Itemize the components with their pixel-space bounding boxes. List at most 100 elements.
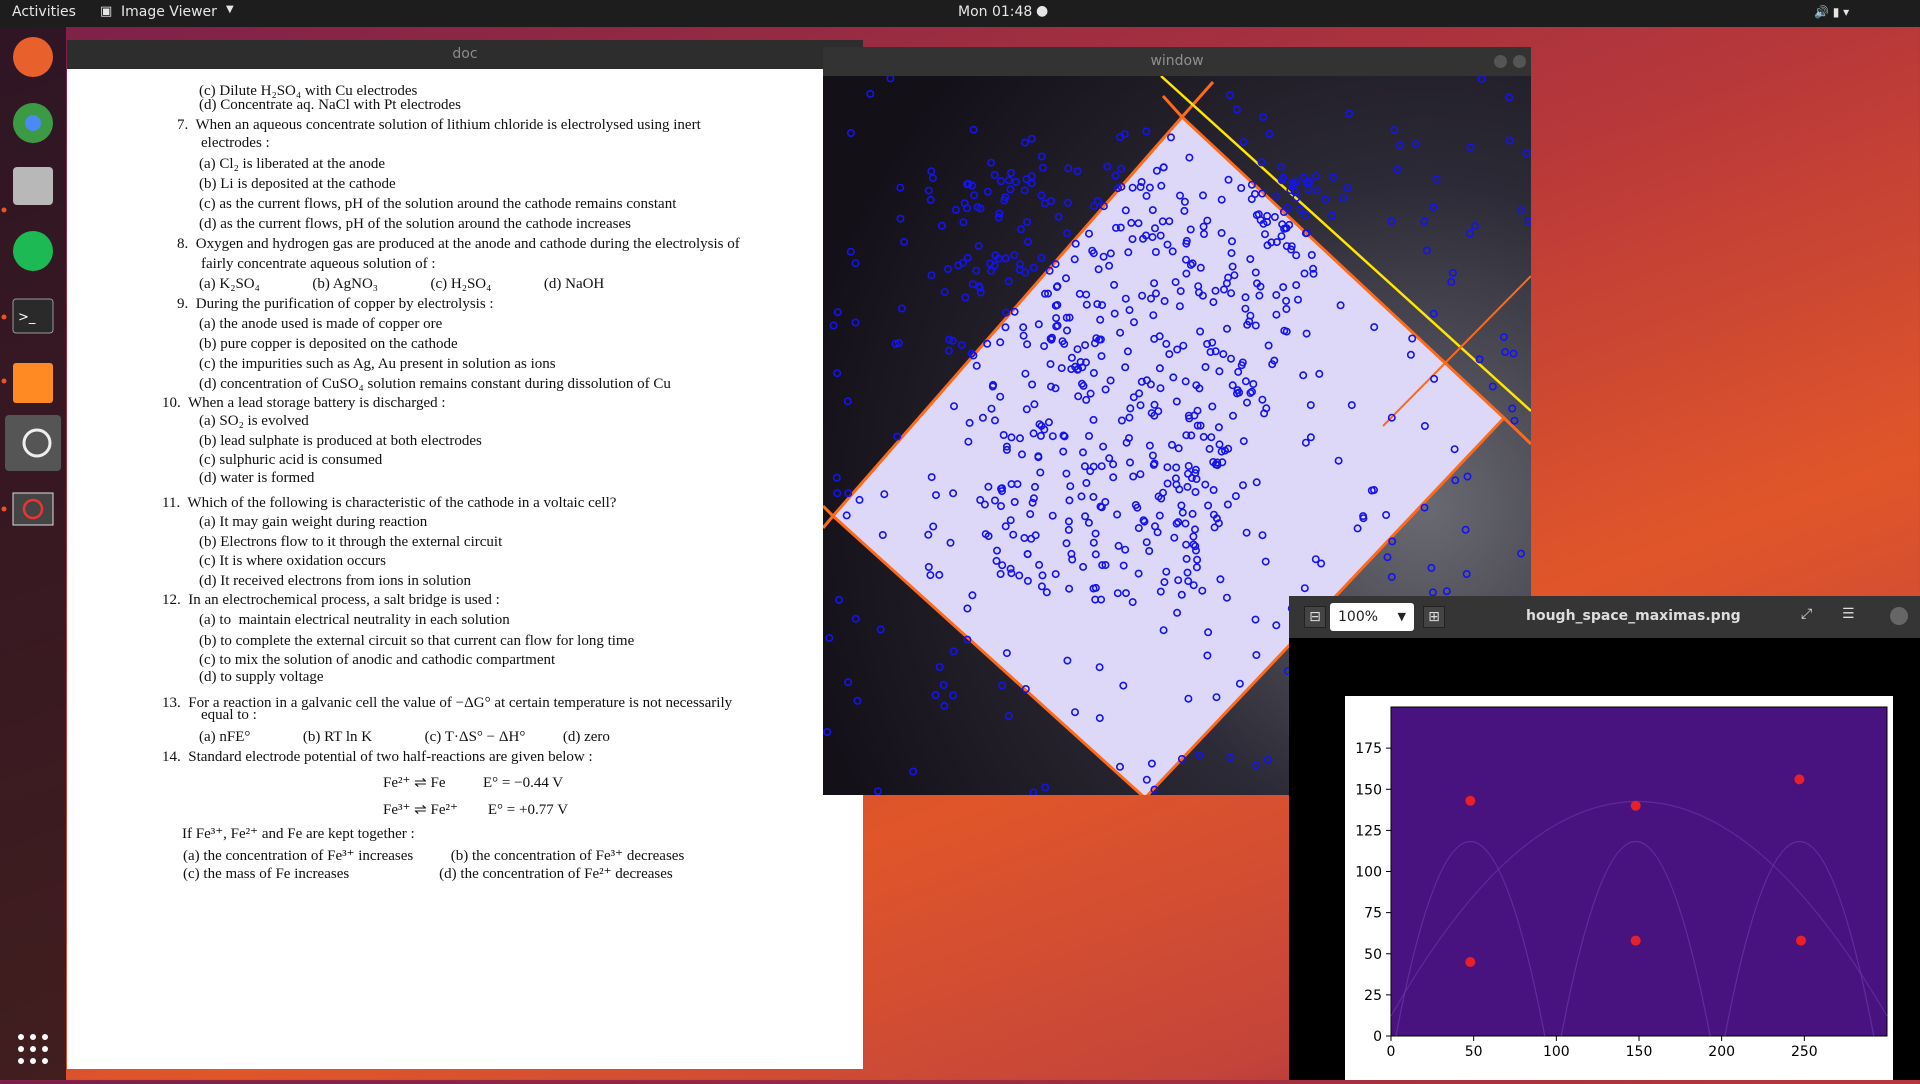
minimize-button[interactable]: [1494, 55, 1507, 68]
keypoint: [1301, 210, 1310, 219]
keypoint: [1009, 530, 1018, 539]
keypoint: [1174, 576, 1183, 585]
keypoint: [1169, 373, 1178, 382]
zoom-in-button[interactable]: ⊞: [1423, 606, 1445, 628]
keypoint: [1015, 571, 1024, 580]
keypoint: [1036, 468, 1045, 477]
keypoint: [1016, 260, 1025, 269]
keypoint: [1150, 411, 1159, 420]
keypoint: [1300, 584, 1309, 593]
keypoint: [1299, 371, 1308, 380]
keypoint: [1300, 269, 1309, 278]
terminal-glyph: >_: [18, 310, 36, 325]
keypoint: [1117, 416, 1126, 425]
fullscreen-button[interactable]: ⤢: [1801, 606, 1813, 622]
keypoint: [1272, 192, 1281, 201]
spotify-icon[interactable]: [13, 231, 53, 271]
keypoint: [1228, 381, 1237, 390]
status-icons[interactable]: 🔊 ▮ ▾: [1814, 5, 1850, 19]
keypoint: [1347, 401, 1356, 410]
doc-line: 12. In an electrochemical process, a sal…: [162, 592, 500, 608]
keypoint: [1259, 112, 1268, 121]
keypoint: [1241, 304, 1250, 313]
maximum-point: [1630, 800, 1641, 811]
terminal-icon[interactable]: [12, 298, 54, 334]
keypoint: [1172, 397, 1181, 406]
keypoint: [843, 397, 852, 406]
keypoint: [1203, 339, 1212, 348]
keypoint: [1211, 347, 1220, 356]
keypoint: [1283, 203, 1292, 212]
activities[interactable]: Activities: [12, 4, 76, 20]
keypoint: [1174, 518, 1183, 527]
keypoint: [1150, 785, 1159, 794]
keypoint: [1359, 512, 1368, 521]
plot-area: [1390, 706, 1888, 1037]
doc-line: (d) water is formed: [199, 470, 315, 486]
keypoint: [1006, 516, 1015, 525]
keypoint: [1196, 263, 1205, 272]
keypoint: [1451, 476, 1460, 485]
app-menu[interactable]: Image Viewer: [121, 4, 217, 20]
app-menu-arrow[interactable]: ▼: [226, 4, 234, 15]
doc-line: (d) It received electrons from ions in s…: [199, 573, 472, 589]
dock: >_: [0, 27, 66, 1080]
maximum-point: [1465, 956, 1476, 967]
keypoint: [1005, 176, 1014, 185]
keypoint: [1150, 459, 1159, 468]
window-button[interactable]: [1890, 607, 1908, 625]
keypoint: [1203, 216, 1212, 225]
keypoint: [1408, 334, 1417, 343]
keypoint: [1147, 759, 1156, 768]
keypoint: [1035, 560, 1044, 569]
keypoint: [1063, 326, 1072, 335]
keypoint: [1073, 345, 1082, 354]
close-button[interactable]: [1513, 55, 1526, 68]
doc-line: (b) Li is deposited at the cathode: [199, 176, 396, 192]
keypoint: [1063, 229, 1072, 238]
keypoint: [1299, 173, 1308, 182]
hough-curve: [1560, 841, 1711, 1037]
keypoint: [1227, 237, 1236, 246]
app-grid[interactable]: [18, 1034, 48, 1064]
keypoint: [1113, 510, 1122, 519]
zoom-out-button[interactable]: ⊟: [1304, 606, 1326, 628]
keypoint: [1219, 350, 1228, 359]
keypoint: [1004, 277, 1013, 286]
keypoint: [844, 678, 853, 687]
keypoint: [978, 413, 987, 422]
doc-line: (a) It may gain weight during reaction: [199, 514, 428, 530]
keypoint: [1004, 711, 1013, 720]
viewer-icon-active[interactable]: [5, 415, 61, 471]
keypoint: [1211, 286, 1220, 295]
keypoint: [1183, 469, 1192, 478]
keypoint: [965, 418, 974, 427]
keypoint: [998, 484, 1007, 493]
keypoint: [1116, 328, 1125, 337]
keypoint: [1082, 300, 1091, 309]
keypoint: [1160, 297, 1169, 306]
keypoint: [954, 261, 963, 270]
doc-line: (b) lead sulphate is produced at both el…: [199, 433, 482, 449]
keypoint: [1027, 134, 1036, 143]
keypoint: [1066, 482, 1075, 491]
app-icon-red[interactable]: [12, 492, 54, 526]
keypoint: [1232, 389, 1241, 398]
keypoint: [1173, 608, 1182, 617]
zoom-combo[interactable]: 100% ▼: [1330, 603, 1414, 631]
keypoint: [1171, 474, 1180, 483]
menu-button[interactable]: ☰: [1842, 606, 1855, 622]
keypoint: [1191, 487, 1200, 496]
keypoint: [829, 321, 838, 330]
keypoint: [1429, 309, 1438, 318]
files-icon[interactable]: [13, 167, 53, 205]
sublime-icon[interactable]: [13, 363, 53, 403]
keypoint: [1063, 656, 1072, 665]
clock[interactable]: Mon 01:48: [958, 4, 1033, 20]
keypoint: [1276, 162, 1285, 171]
keypoint: [946, 538, 955, 547]
keypoint: [1158, 217, 1167, 226]
keypoint: [1082, 478, 1091, 487]
firefox-icon[interactable]: [13, 37, 53, 77]
keypoint: [1215, 367, 1224, 376]
